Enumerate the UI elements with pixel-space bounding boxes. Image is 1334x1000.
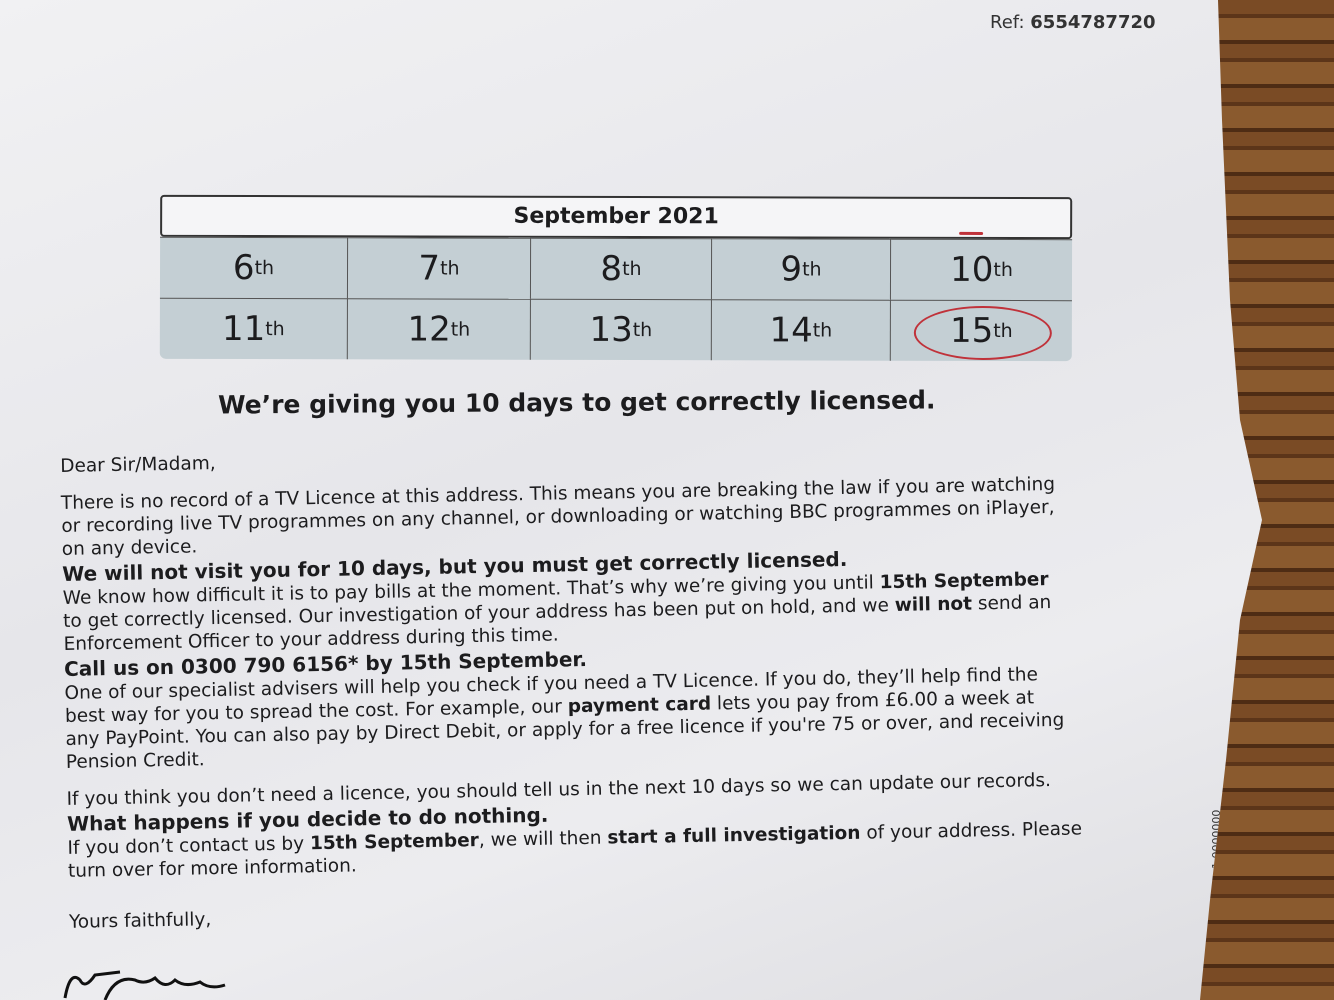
ref-label: Ref: xyxy=(990,12,1025,33)
text: on any device. xyxy=(61,536,198,560)
day-number: 7 xyxy=(418,248,441,289)
text: Yours faithfully, xyxy=(68,909,212,933)
day-number: 11 xyxy=(221,308,266,350)
red-pen-circle xyxy=(913,305,1052,361)
text: of your address. Please xyxy=(860,818,1083,844)
day-number: 6 xyxy=(232,247,255,289)
signature xyxy=(63,970,226,1000)
day-number: 10 xyxy=(950,249,994,290)
text: , we will then xyxy=(478,827,608,852)
day-number: 13 xyxy=(589,309,633,351)
bold-text: 15th September xyxy=(879,569,1049,594)
letter-body: Dear Sir/Madam, There is no record of a T… xyxy=(60,433,1189,933)
day-number: 14 xyxy=(769,310,813,351)
bold-text: start a full investigation xyxy=(607,822,861,849)
text: Pension Credit. xyxy=(65,749,205,773)
day-number: 12 xyxy=(407,309,451,350)
day-suffix: th xyxy=(450,318,471,341)
bold-text: will not xyxy=(894,593,973,617)
day-suffix: th xyxy=(632,319,653,342)
day-suffix: th xyxy=(622,258,642,281)
day-suffix: th xyxy=(254,257,275,280)
day-suffix: th xyxy=(265,318,285,341)
text: turn over for more information. xyxy=(67,855,357,882)
day-suffix: th xyxy=(812,319,833,342)
day-suffix: th xyxy=(802,258,822,281)
red-pen-mark xyxy=(959,231,984,235)
day-number: 8 xyxy=(600,248,623,290)
headline: We’re giving you 10 days to get correctl… xyxy=(217,385,936,420)
day-suffix: th xyxy=(440,257,460,280)
calendar-month: September 2021 xyxy=(160,194,1073,240)
day-number: 9 xyxy=(780,249,803,290)
text: Dear Sir/Madam, xyxy=(60,453,216,477)
text: send an xyxy=(971,591,1052,615)
reference: Ref: 6554787720 xyxy=(990,12,1156,33)
bold-text: payment card xyxy=(567,693,712,718)
ref-number: 6554787720 xyxy=(1030,12,1156,33)
bold-text: 15th September xyxy=(309,830,480,855)
day-suffix: th xyxy=(993,258,1013,282)
